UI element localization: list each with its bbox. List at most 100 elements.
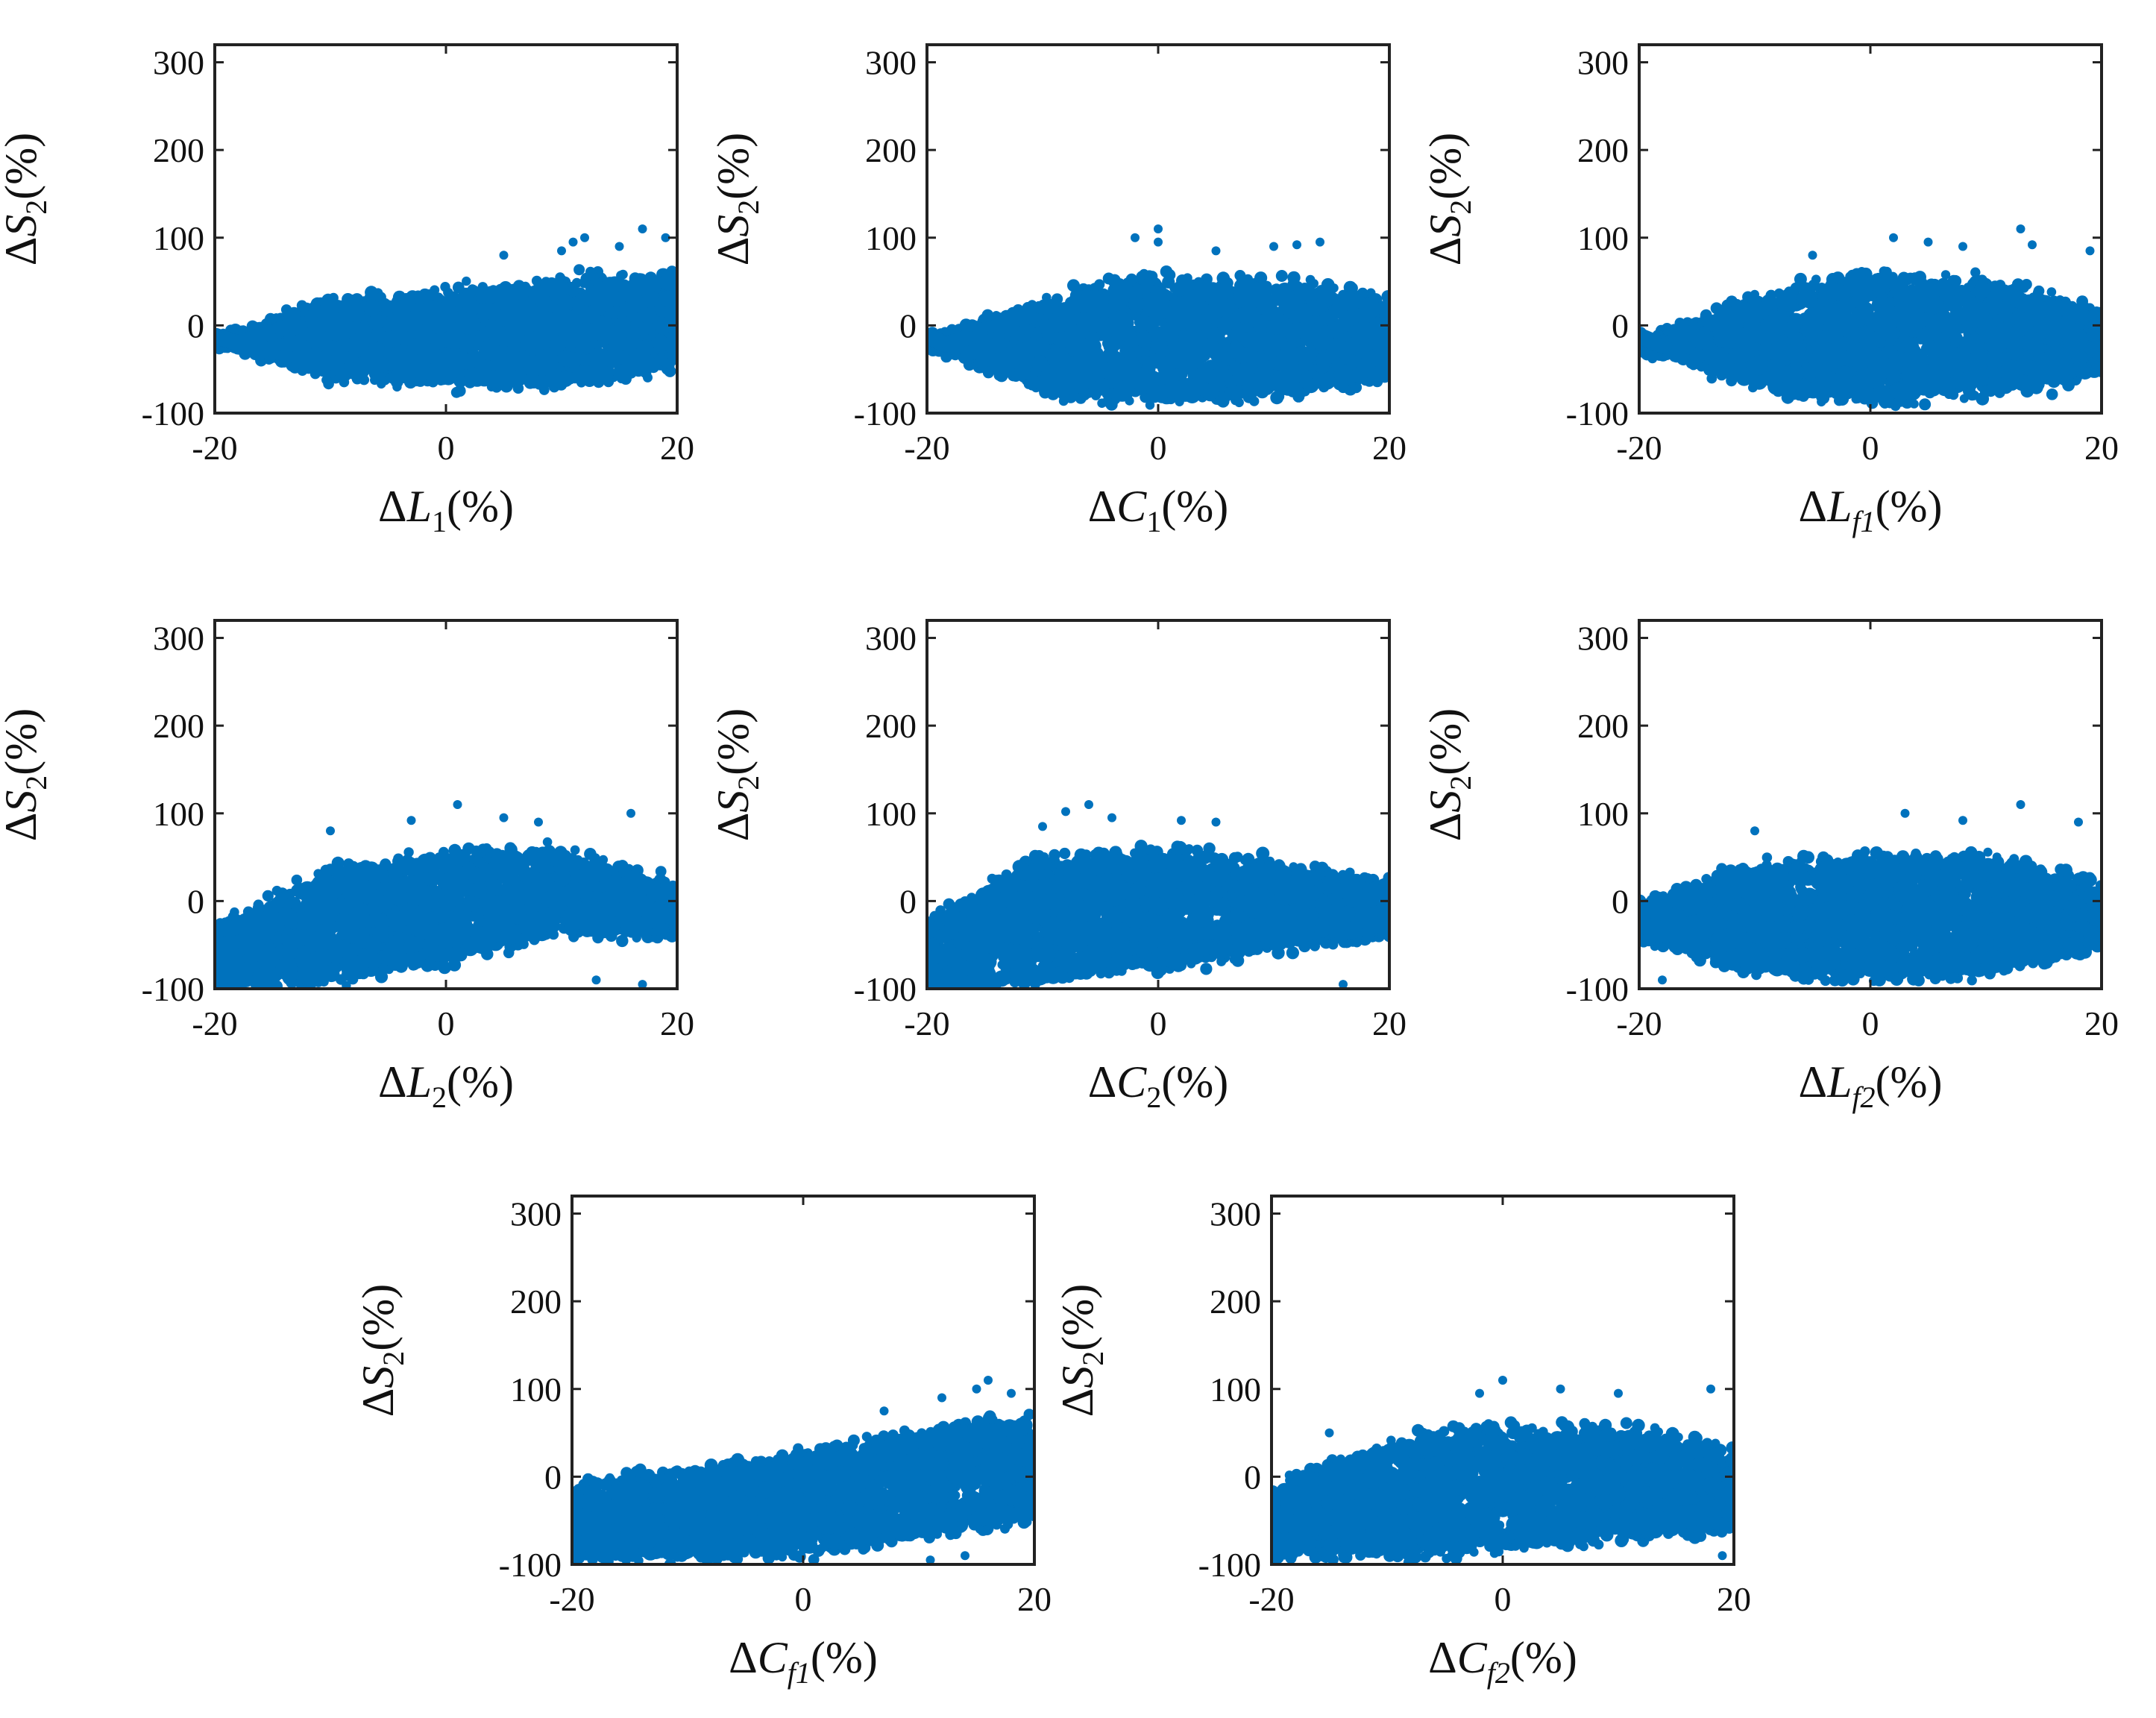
data-point bbox=[551, 308, 568, 325]
x-axis-label: ΔC1(%) bbox=[1088, 482, 1229, 538]
data-point bbox=[1275, 270, 1288, 282]
data-point bbox=[511, 369, 528, 386]
data-point bbox=[391, 367, 408, 383]
y-tick-label: 0 bbox=[187, 306, 204, 344]
y-tick-label: 200 bbox=[865, 131, 917, 169]
data-point bbox=[550, 321, 568, 337]
data-point bbox=[440, 282, 450, 292]
data-point bbox=[464, 298, 481, 315]
data-point bbox=[1039, 320, 1056, 337]
data-point bbox=[1046, 377, 1063, 394]
data-point bbox=[495, 330, 512, 347]
data-point bbox=[556, 350, 573, 367]
outlier-point bbox=[1269, 242, 1278, 251]
data-point bbox=[462, 276, 471, 286]
data-point bbox=[1014, 363, 1031, 380]
data-point bbox=[427, 348, 444, 365]
data-point bbox=[542, 280, 559, 297]
data-point bbox=[430, 333, 447, 350]
y-axis-label: ΔS2(%) bbox=[708, 133, 765, 266]
data-point bbox=[641, 292, 659, 309]
data-point bbox=[579, 289, 596, 306]
outlier-point bbox=[638, 224, 647, 233]
data-point bbox=[1234, 397, 1244, 408]
data-point bbox=[1108, 295, 1125, 312]
outlier-point bbox=[615, 242, 624, 251]
data-point bbox=[620, 286, 638, 303]
data-point bbox=[1330, 339, 1348, 356]
data-point bbox=[980, 350, 997, 367]
data-point bbox=[377, 379, 386, 389]
data-point bbox=[1125, 358, 1142, 375]
data-point bbox=[1113, 380, 1131, 397]
data-point bbox=[1289, 322, 1306, 339]
data-point bbox=[1128, 296, 1145, 313]
data-point bbox=[1093, 379, 1110, 396]
data-point bbox=[407, 310, 424, 327]
x-tick-label: 0 bbox=[1150, 429, 1167, 467]
data-point bbox=[458, 336, 475, 353]
data-point bbox=[1107, 276, 1120, 288]
outlier-point bbox=[1211, 246, 1221, 256]
data-point bbox=[1361, 298, 1378, 315]
data-point bbox=[659, 274, 676, 291]
data-point bbox=[1216, 316, 1233, 333]
outlier-point bbox=[661, 233, 670, 242]
data-point bbox=[534, 333, 551, 350]
data-point bbox=[500, 303, 517, 321]
scatter-points bbox=[1639, 224, 2102, 412]
data-point bbox=[1060, 356, 1078, 374]
data-point bbox=[1192, 347, 1208, 365]
data-point bbox=[1189, 313, 1206, 330]
data-point bbox=[368, 314, 385, 330]
data-point bbox=[355, 321, 372, 339]
data-point bbox=[415, 330, 433, 347]
data-point bbox=[659, 290, 676, 307]
data-point bbox=[1279, 377, 1296, 394]
data-point bbox=[1144, 301, 1161, 318]
data-point bbox=[1135, 330, 1152, 347]
data-point bbox=[353, 356, 370, 374]
data-point bbox=[1294, 345, 1311, 362]
data-point bbox=[1315, 287, 1332, 304]
data-point bbox=[514, 283, 531, 301]
data-point bbox=[640, 307, 657, 324]
data-point bbox=[1353, 342, 1370, 359]
data-point bbox=[1146, 385, 1163, 402]
data-point bbox=[578, 327, 595, 344]
data-point bbox=[422, 314, 439, 331]
data-point bbox=[996, 353, 1013, 370]
data-point bbox=[1108, 352, 1125, 369]
data-point bbox=[1145, 400, 1155, 410]
data-point bbox=[1044, 348, 1061, 365]
data-point bbox=[1254, 281, 1271, 298]
data-point bbox=[1336, 364, 1354, 381]
data-point bbox=[1236, 277, 1253, 295]
data-point bbox=[966, 343, 983, 360]
data-point bbox=[1123, 330, 1140, 347]
data-point bbox=[1236, 306, 1253, 324]
data-point bbox=[441, 306, 459, 323]
data-point bbox=[1193, 286, 1210, 303]
data-point bbox=[528, 288, 545, 304]
data-point bbox=[1125, 273, 1138, 286]
data-point bbox=[1073, 356, 1090, 373]
outlier-point bbox=[568, 237, 578, 247]
x-tick-label: 0 bbox=[438, 429, 455, 467]
outlier-point bbox=[557, 246, 566, 256]
x-tick-label: 20 bbox=[660, 429, 694, 467]
data-point bbox=[273, 320, 290, 337]
data-point bbox=[304, 356, 321, 374]
data-point bbox=[1160, 265, 1173, 278]
data-point bbox=[1013, 350, 1029, 367]
data-point bbox=[1281, 353, 1298, 370]
data-point bbox=[1143, 313, 1160, 330]
data-point bbox=[394, 353, 411, 371]
data-point bbox=[1067, 279, 1080, 292]
data-point bbox=[555, 272, 565, 283]
data-point bbox=[491, 370, 508, 387]
data-point bbox=[1345, 282, 1358, 295]
data-point bbox=[243, 335, 260, 352]
